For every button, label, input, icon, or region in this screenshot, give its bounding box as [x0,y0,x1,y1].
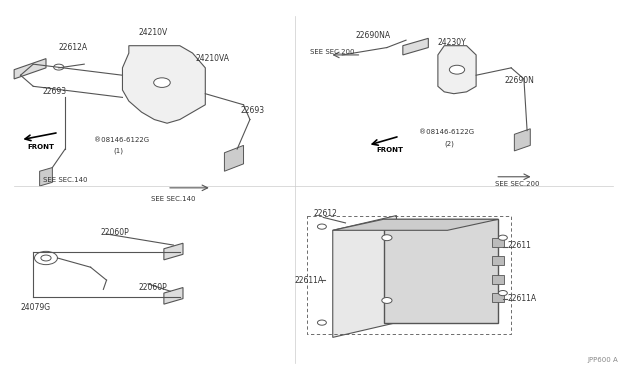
Text: 22693: 22693 [241,106,264,115]
Circle shape [154,78,170,87]
Text: 22690NA: 22690NA [355,31,390,40]
Polygon shape [164,288,183,304]
Text: 22060P: 22060P [138,283,167,292]
Bar [492,238,504,247]
Text: 24230Y: 24230Y [438,38,467,47]
Circle shape [449,65,465,74]
Polygon shape [164,243,183,260]
Polygon shape [122,46,205,123]
Bar [492,293,504,302]
Text: 22611A: 22611A [508,294,537,303]
Text: SEE SEC.200: SEE SEC.200 [310,49,355,55]
Text: FRONT: FRONT [27,144,54,150]
Circle shape [499,235,508,240]
Circle shape [382,235,392,241]
Text: FRONT: FRONT [376,147,403,153]
Text: SEE SEC.140: SEE SEC.140 [43,177,87,183]
Text: 22611A: 22611A [294,276,324,285]
Polygon shape [225,145,244,171]
Polygon shape [515,129,531,151]
Polygon shape [384,219,499,323]
Text: 24210V: 24210V [138,28,168,37]
Polygon shape [14,59,46,79]
Bar [492,275,504,284]
Text: (2): (2) [444,140,454,147]
Polygon shape [40,167,52,186]
Polygon shape [333,219,499,230]
Circle shape [382,298,392,304]
Text: SEE SEC.140: SEE SEC.140 [151,196,196,202]
Text: 22060P: 22060P [100,228,129,237]
Text: (1): (1) [113,148,123,154]
Polygon shape [333,215,396,337]
Circle shape [54,64,64,70]
Text: ®08146-6122G: ®08146-6122G [94,137,149,143]
Text: 22612A: 22612A [59,43,88,52]
Circle shape [317,320,326,325]
Polygon shape [403,38,428,55]
Polygon shape [438,46,476,94]
Text: SEE SEC.200: SEE SEC.200 [495,181,540,187]
Text: 22693: 22693 [43,87,67,96]
Text: 22612: 22612 [314,209,337,218]
Text: 24210VA: 24210VA [196,54,230,63]
Circle shape [41,255,51,261]
Text: ®08146-6122G: ®08146-6122G [419,129,474,135]
Circle shape [35,251,58,264]
Text: JPP600 A: JPP600 A [588,356,618,363]
Bar [492,256,504,265]
Circle shape [317,224,326,229]
Text: 24079G: 24079G [20,303,51,312]
Text: 22611: 22611 [508,241,532,250]
Circle shape [499,291,508,296]
Text: 22690N: 22690N [505,76,534,85]
